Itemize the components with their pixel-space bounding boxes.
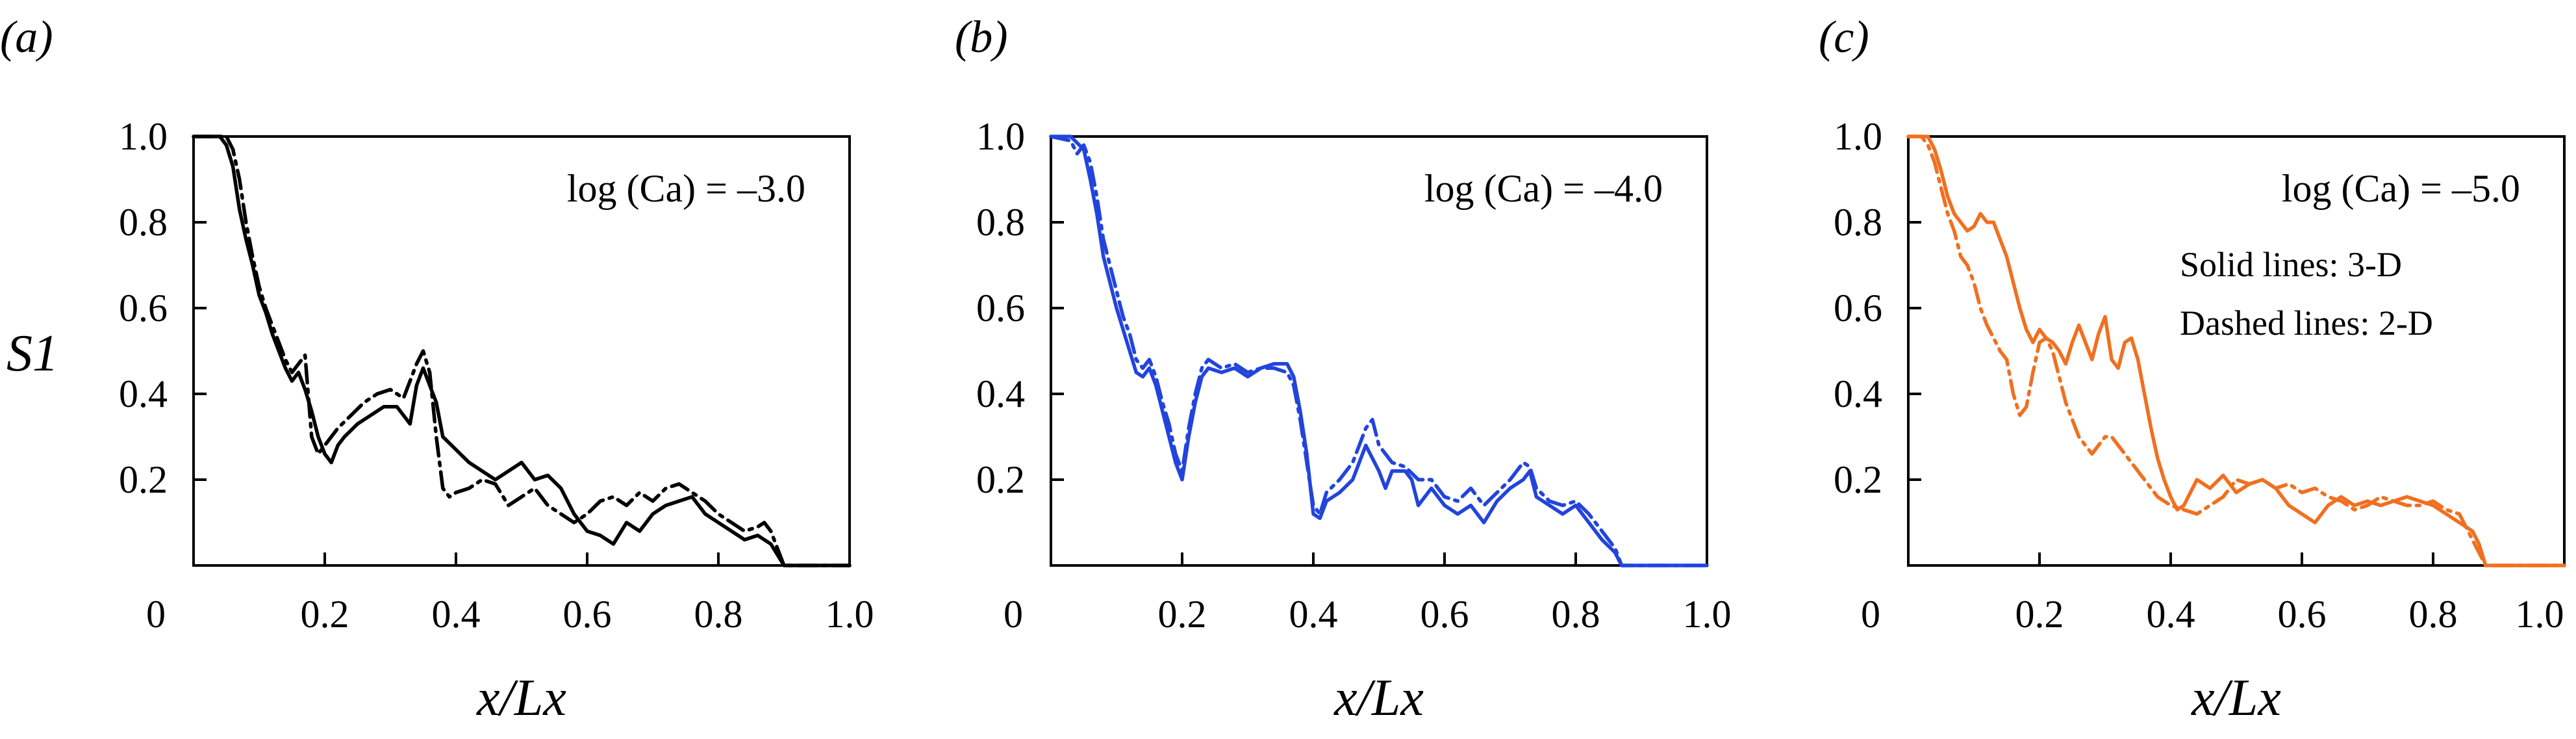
panel-a-x-tick-label: 0.8: [694, 593, 743, 636]
panel-b-x-tick-labels: 0 0.2 0.4 0.6 0.8 1.0: [1004, 593, 1732, 636]
panel-c: (c) 1.0 0.8 0.6 0.4 0.2 0 0.2 0.4 0.6 0.…: [1819, 12, 2566, 727]
panel-a-x-tick-label: 0.2: [301, 593, 349, 636]
panel-b-y-tick-label: 0.6: [976, 287, 1025, 330]
panel-a-annotation: log (Ca) = –3.0: [567, 167, 805, 210]
panel-c-x-tick-label: 0.4: [2147, 593, 2195, 636]
panel-a-y-tick-label: 1.0: [119, 115, 168, 158]
panel-c-y-tick-label: 0.4: [1834, 372, 1882, 415]
panel-b-y-tick-label: 0.4: [976, 372, 1025, 415]
panel-c-y-tick-label: 1.0: [1834, 115, 1882, 158]
panel-a-label: (a): [0, 12, 53, 62]
panel-a-y-axis-label: S1: [6, 325, 58, 382]
panel-a-y-tick-label: 0.8: [119, 201, 168, 244]
panel-a-y-tick-label: 0.6: [119, 287, 168, 330]
panel-b-x-tick-label: 0.2: [1158, 593, 1207, 636]
panel-c-x-axis-label: x/Lx: [2191, 669, 2281, 727]
panel-c-x-tick-label: 0.8: [2409, 593, 2458, 636]
panel-c-label: (c): [1819, 12, 1869, 62]
panel-c-y-tick-label: 0.8: [1834, 201, 1882, 244]
panel-c-note-solid: Solid lines: 3-D: [2180, 245, 2402, 284]
panel-b-x-tick-label: 0.8: [1552, 593, 1600, 636]
panel-b-plot-frame: [1050, 135, 1708, 567]
panel-a-plot-frame: [192, 135, 851, 567]
panel-b-label: (b): [955, 12, 1008, 62]
panel-a-y-tick-label: 0.4: [119, 372, 168, 415]
panel-b-x-axis-label: x/Lx: [1333, 669, 1424, 727]
panel-b-x-tick-label: 1.0: [1683, 593, 1732, 636]
panel-b-y-tick-label: 1.0: [976, 115, 1025, 158]
panel-c-note-dashed: Dashed lines: 2-D: [2180, 304, 2433, 343]
panel-a-y-tick-labels: 1.0 0.8 0.6 0.4 0.2: [119, 115, 168, 501]
panel-c-series-dashdot-line: [1906, 135, 2566, 567]
panel-b-y-tick-label: 0.8: [976, 201, 1025, 244]
panel-a-x-tick-label: 0.6: [563, 593, 612, 636]
panel-c-x-tick-label: 1.0: [2516, 593, 2564, 636]
panel-a-series-dashdot-line: [192, 135, 852, 567]
panel-c-plot-frame: [1907, 135, 2566, 567]
panel-c-x-tick-label: 0.2: [2015, 593, 2064, 636]
panel-b-series: [1049, 135, 1709, 567]
panel-a-x-axis-label: x/Lx: [476, 669, 566, 727]
panel-c-y-tick-label: 0.2: [1834, 458, 1882, 501]
panel-c-annotation: log (Ca) = –5.0: [2282, 167, 2520, 210]
panel-b-y-tick-labels: 1.0 0.8 0.6 0.4 0.2: [976, 115, 1025, 501]
panel-b-series-dashdot-line: [1049, 135, 1709, 567]
panel-b: (b) 1.0 0.8 0.6 0.4 0.2 0 0.2 0.4 0.6 0.…: [955, 12, 1732, 727]
panel-b-x-tick-label: 0.4: [1289, 593, 1338, 636]
panel-a-x-tick-label: 1.0: [826, 593, 874, 636]
panel-c-series: [1906, 135, 2566, 567]
panel-b-x-tick-label: 0.6: [1421, 593, 1469, 636]
panel-b-y-tick-label: 0.2: [976, 458, 1025, 501]
panel-a-y-tick-label: 0.2: [119, 458, 168, 501]
panel-c-x-tick-label: 0: [1861, 593, 1880, 636]
panel-a-x-tick-labels: 0 0.2 0.4 0.6 0.8 1.0: [146, 593, 874, 636]
panel-c-series-solid-line: [1906, 135, 2566, 567]
panel-b-annotation: log (Ca) = –4.0: [1424, 167, 1663, 210]
panel-c-x-tick-label: 0.6: [2278, 593, 2327, 636]
panel-a-series: [192, 135, 852, 567]
panel-a: (a) S1 1.0 0.8 0.6 0.4 0.2 0 0.2 0.4 0.6…: [0, 12, 874, 727]
panel-c-y-tick-labels: 1.0 0.8 0.6 0.4 0.2: [1834, 115, 1882, 501]
panel-a-x-tick-label: 0.4: [432, 593, 481, 636]
panel-c-x-tick-labels: 0 0.2 0.4 0.6 0.8 1.0: [1861, 593, 2564, 636]
panel-c-y-tick-label: 0.6: [1834, 287, 1882, 330]
panel-a-x-tick-label: 0: [146, 593, 166, 636]
panel-b-x-tick-label: 0: [1004, 593, 1023, 636]
